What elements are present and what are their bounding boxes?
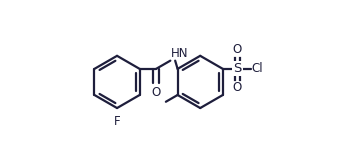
Text: O: O [233, 43, 242, 56]
Text: HN: HN [171, 47, 188, 60]
Text: O: O [152, 86, 161, 99]
Text: F: F [114, 115, 120, 128]
Text: Cl: Cl [251, 62, 263, 75]
Text: O: O [233, 81, 242, 94]
Text: S: S [233, 62, 241, 75]
